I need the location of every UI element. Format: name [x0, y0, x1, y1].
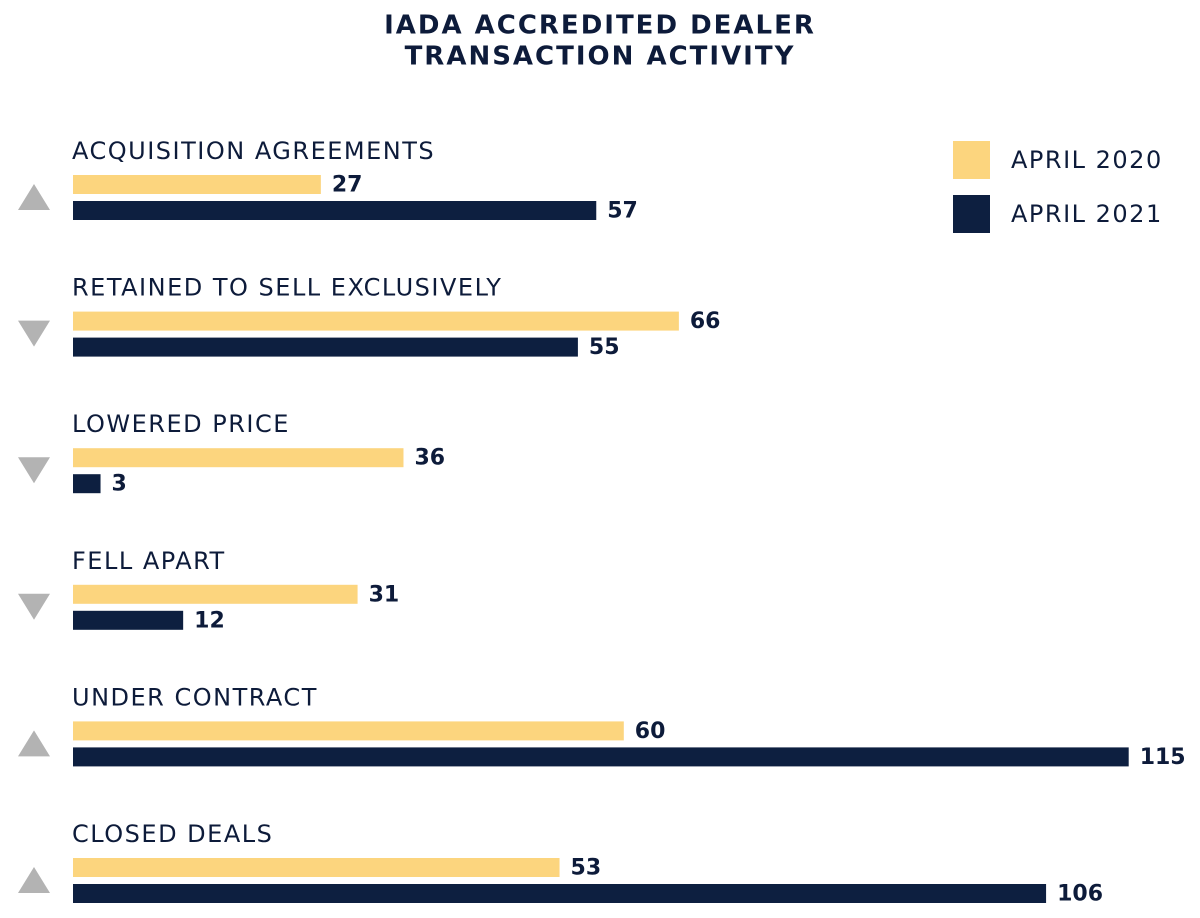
data-label: 36: [414, 446, 445, 471]
category-group: UNDER CONTRACT 60 115: [18, 683, 1186, 770]
data-label: 66: [690, 309, 721, 334]
chart-title-line: TRANSACTION ACTIVITY: [405, 42, 796, 72]
category-label: FELL APART: [72, 547, 226, 575]
category-group: CLOSED DEALS 53 106: [18, 820, 1103, 907]
legend-label: APRIL 2020: [1011, 146, 1163, 174]
category-group: LOWERED PRICE 36 3: [18, 410, 445, 497]
category-group: FELL APART 31 12: [18, 547, 400, 633]
category-label: LOWERED PRICE: [72, 410, 290, 438]
legend-swatch: [953, 141, 990, 179]
legend: APRIL 2020 APRIL 2021: [953, 141, 1163, 233]
category-group: ACQUISITION AGREEMENTS 27 57: [18, 137, 638, 224]
data-label: 31: [369, 582, 400, 607]
bar-groups: ACQUISITION AGREEMENTS 27 57 RETAINED TO SE…: [18, 137, 1186, 907]
trend-down-icon: [18, 593, 50, 620]
data-label: 53: [571, 856, 602, 881]
data-label: 12: [194, 608, 225, 633]
category-label: CLOSED DEALS: [72, 820, 273, 848]
category-group: RETAINED TO SELL EXCLUSIVELY 66 55: [18, 274, 721, 360]
bar: [73, 721, 624, 741]
bar: [73, 201, 597, 220]
chart-title-line: IADA ACCREDITED DEALER: [384, 11, 816, 41]
bar: [73, 311, 679, 331]
bar: [73, 584, 358, 604]
data-label: 106: [1057, 882, 1103, 907]
bar: [73, 175, 321, 194]
bar: [73, 858, 560, 877]
bar: [73, 747, 1129, 767]
data-label: 3: [112, 472, 127, 497]
bar: [73, 610, 184, 630]
bar: [73, 474, 101, 494]
category-label: UNDER CONTRACT: [72, 683, 318, 711]
bar: [73, 884, 1047, 903]
bar: [73, 448, 404, 468]
legend-label: APRIL 2021: [1011, 200, 1163, 228]
data-label: 27: [332, 173, 363, 198]
category-label: ACQUISITION AGREEMENTS: [72, 137, 435, 165]
data-label: 60: [635, 719, 666, 744]
legend-swatch: [953, 195, 990, 233]
trend-up-icon: [18, 184, 50, 210]
data-label: 57: [607, 199, 638, 224]
data-label: 115: [1140, 745, 1186, 770]
category-label: RETAINED TO SELL EXCLUSIVELY: [72, 274, 502, 302]
bar: [73, 337, 578, 357]
trend-up-icon: [18, 730, 50, 757]
trend-down-icon: [18, 457, 50, 484]
data-label: 55: [589, 335, 620, 360]
trend-down-icon: [18, 320, 50, 347]
trend-up-icon: [18, 867, 50, 893]
